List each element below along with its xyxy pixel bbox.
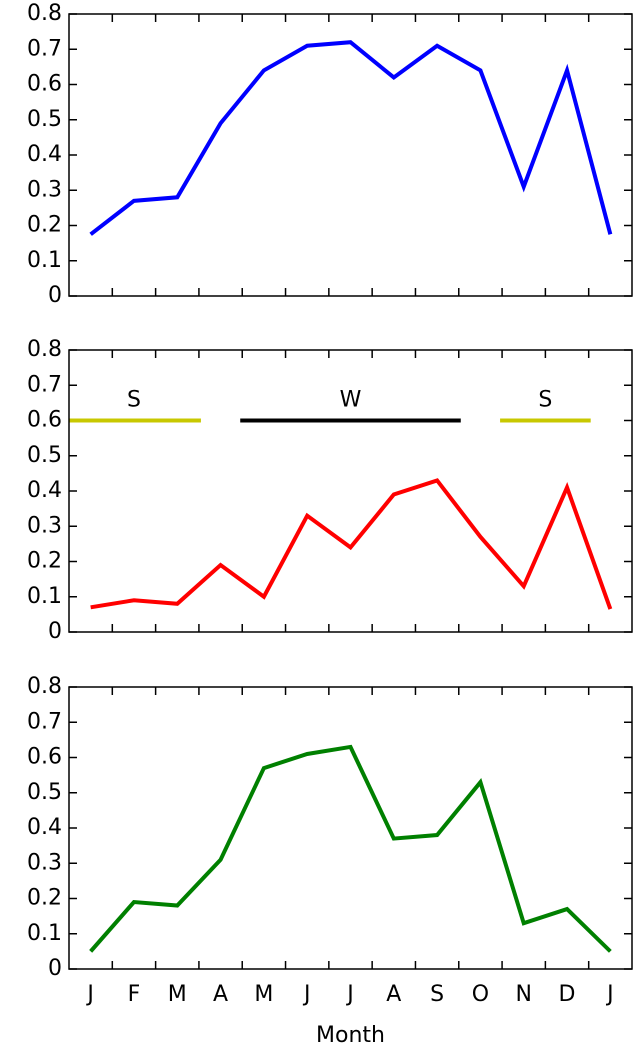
y-tick-label: 0.8: [27, 674, 62, 699]
y-tick-label: 0.6: [27, 745, 62, 770]
y-tick-label: 0.4: [27, 142, 62, 167]
y-tick-label: 0.4: [27, 478, 62, 503]
season-label: S: [538, 388, 552, 413]
x-tick-label: D: [559, 982, 576, 1007]
axes-frame: [68, 349, 633, 633]
y-tick-label: 0.8: [27, 337, 62, 362]
axes-frame: [68, 686, 633, 970]
season-label: S: [127, 388, 141, 413]
y-tick-label: 0.1: [27, 248, 62, 273]
data-line: [90, 478, 613, 610]
x-tick-label: M: [168, 982, 187, 1007]
data-line: [89, 744, 612, 953]
y-tick-label: 0.8: [27, 1, 62, 26]
y-tick-label: 0.6: [27, 408, 62, 433]
y-tick-label: 0.2: [27, 886, 62, 911]
x-tick-label: A: [213, 982, 228, 1007]
season-label: W: [340, 388, 362, 413]
y-tick-label: 0.3: [27, 177, 62, 202]
y-tick-label: 0: [48, 619, 62, 644]
y-tick-label: 0.3: [27, 513, 62, 538]
y-tick-label: 0.7: [27, 709, 62, 734]
x-tick-label: J: [605, 982, 614, 1007]
axes-frame: [68, 13, 633, 297]
y-tick-label: 0.2: [27, 549, 62, 574]
y-tick-label: 0.2: [27, 213, 62, 238]
x-tick-label: J: [345, 982, 354, 1007]
x-tick-label: J: [302, 982, 311, 1007]
x-tick-label: S: [430, 982, 444, 1007]
x-tick-label: F: [128, 982, 141, 1007]
y-tick-label: 0.3: [27, 850, 62, 875]
data-line: [89, 40, 613, 236]
x-axis-label: Month: [316, 1023, 385, 1048]
y-tick-label: 0.7: [27, 36, 62, 61]
x-tick-label: A: [386, 982, 401, 1007]
y-tick-label: 0.5: [27, 107, 62, 132]
x-tick-label: M: [254, 982, 273, 1007]
y-tick-label: 0: [48, 283, 62, 308]
y-tick-label: 0.5: [27, 443, 62, 468]
y-tick-label: 0.6: [27, 72, 62, 97]
y-tick-label: 0.1: [27, 584, 62, 609]
x-tick-label: J: [85, 982, 94, 1007]
y-tick-label: 0.5: [27, 780, 62, 805]
x-tick-label: N: [515, 982, 531, 1007]
y-tick-label: 0: [48, 956, 62, 981]
y-tick-label: 0.4: [27, 815, 62, 840]
y-tick-label: 0.1: [27, 921, 62, 946]
x-tick-label: O: [472, 982, 489, 1007]
y-tick-label: 0.7: [27, 372, 62, 397]
